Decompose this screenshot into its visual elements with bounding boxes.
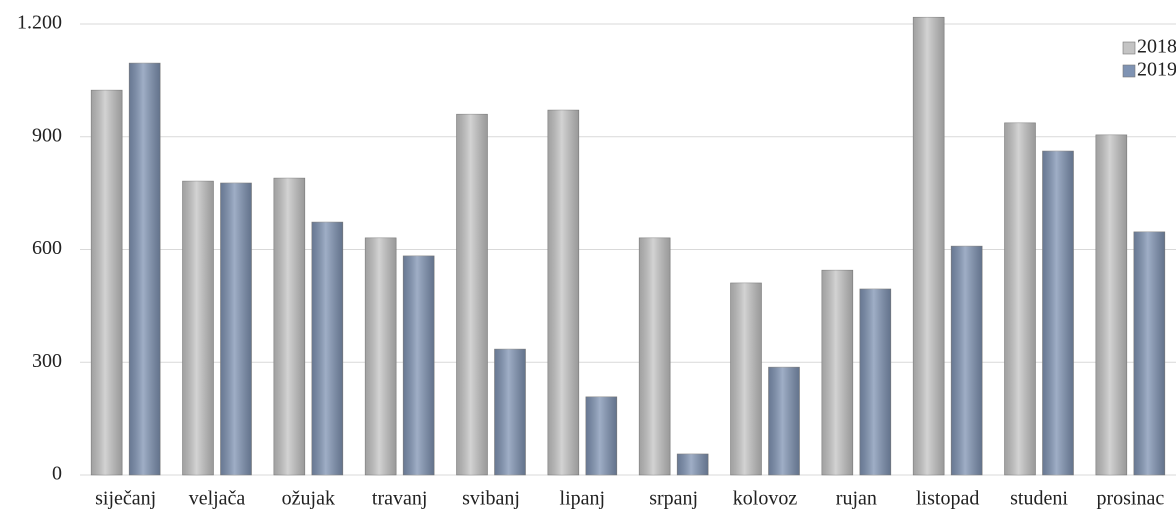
x-tick-label: studeni [1010,488,1068,510]
bar [128,62,161,476]
bar [547,109,580,476]
y-tick-label: 600 [32,237,62,259]
bar [364,237,397,476]
bar [1133,231,1166,476]
legend-swatch [1122,64,1136,78]
bar [821,269,854,476]
x-tick-label: kolovoz [733,488,798,510]
legend-label: 2019 [1137,59,1176,81]
bar [402,255,435,476]
bar [494,348,526,476]
bar [950,245,983,476]
x-tick-label: siječanj [95,488,156,510]
bar [638,237,671,476]
bar [311,221,344,476]
bar [273,177,306,476]
bar [456,113,488,476]
x-tick-label: veljača [189,488,246,510]
bar [1042,150,1074,476]
bar [768,366,800,476]
x-tick-label: svibanj [462,488,520,510]
legend-label: 2018 [1137,36,1176,58]
bar [730,282,762,476]
bar [585,396,618,476]
bar [1004,122,1036,476]
x-tick-label: ožujak [282,488,335,510]
legend-swatch [1122,41,1136,55]
bar [220,182,252,476]
x-tick-label: lipanj [560,488,606,510]
y-tick-label: 0 [52,463,62,485]
bar [676,453,709,476]
bar [182,180,214,476]
x-tick-label: travanj [372,488,428,510]
bar [90,89,123,476]
bar [1095,134,1128,476]
x-tick-label: rujan [836,488,877,510]
bar [859,288,892,476]
x-tick-label: prosinac [1096,488,1164,510]
y-tick-label: 1.200 [17,12,62,34]
x-tick-label: listopad [916,488,979,510]
y-tick-label: 300 [32,350,62,372]
y-tick-label: 900 [32,124,62,146]
x-tick-label: srpanj [649,488,698,510]
bar [912,16,945,476]
